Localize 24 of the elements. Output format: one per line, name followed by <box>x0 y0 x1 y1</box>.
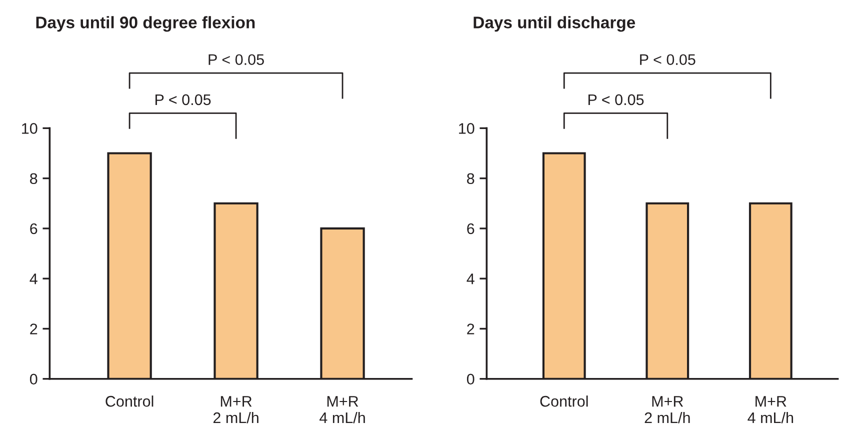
x-tick-label: M+R 4 mL/h <box>320 396 365 424</box>
y-tick-label: 8 <box>30 173 38 184</box>
x-tick-label: M+R 2 mL/h <box>644 396 690 424</box>
y-tick-label: 4 <box>30 274 38 284</box>
chart-title: Days until discharge <box>474 16 636 32</box>
y-tick-label: 2 <box>30 324 38 334</box>
y-tick-label: 10 <box>459 123 474 134</box>
y-tick-label: 6 <box>467 223 474 234</box>
y-tick-label: 10 <box>22 123 38 134</box>
x-tick-label: Control <box>540 396 588 407</box>
y-tick-label: 4 <box>466 274 474 284</box>
y-tick-label: 8 <box>467 173 474 184</box>
chart-title: Days until 90 degree flexion <box>36 16 255 32</box>
text: P < 0.05 <box>588 94 644 106</box>
y-tick-label: 0 <box>30 374 38 385</box>
x-tick-label: M+R 2 mL/h <box>213 396 258 424</box>
text: P < 0.05 <box>208 54 264 66</box>
x-tick-label: M+R 4 mL/h <box>748 396 794 424</box>
y-tick-label: 2 <box>467 324 474 334</box>
x-tick-label: Control <box>106 396 154 407</box>
text: P < 0.05 <box>640 54 696 66</box>
text: P < 0.05 <box>156 94 211 106</box>
y-tick-label: 0 <box>466 374 474 385</box>
y-tick-label: 6 <box>30 223 38 234</box>
